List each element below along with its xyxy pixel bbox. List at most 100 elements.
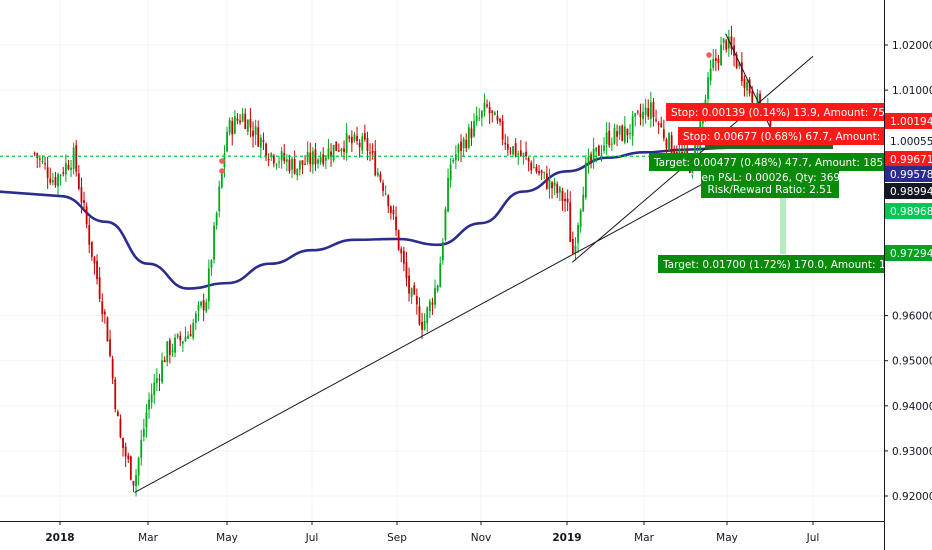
price-axis-bg[interactable] [884, 0, 932, 550]
candle-body [551, 182, 553, 189]
candle-body [327, 148, 330, 159]
price-tag [885, 203, 932, 219]
candle-body [408, 275, 410, 294]
candle-body [135, 475, 137, 487]
candle-body [275, 164, 278, 166]
candle-body [77, 173, 80, 189]
info-box[interactable] [701, 170, 839, 198]
y-tick-label: 0.92000 [892, 491, 932, 503]
candle-body [452, 159, 455, 162]
alert-marker-icon[interactable] [219, 168, 225, 174]
candle-body [187, 335, 189, 339]
candle-body [545, 173, 548, 189]
candle-body [428, 301, 431, 312]
candle-body [696, 144, 699, 147]
candle-body [597, 145, 600, 156]
candle-body [616, 131, 618, 137]
candle-body [543, 171, 546, 173]
candle-body [660, 123, 663, 128]
candle-body [548, 179, 551, 189]
stop-label: Stop: 0.00139 (0.14%) 13.9, Amount: 750 [671, 107, 892, 119]
candle-body [171, 350, 174, 353]
candle-body [363, 133, 366, 140]
candle-body [748, 79, 751, 94]
candle-body [200, 301, 202, 306]
target-box[interactable] [658, 255, 884, 273]
candle-body [389, 206, 392, 213]
candle-body [639, 113, 642, 118]
candle-body [574, 245, 577, 254]
candle-body [116, 411, 119, 417]
stop-box[interactable] [678, 127, 884, 145]
candle-body [239, 120, 241, 123]
candle-body [114, 379, 117, 410]
x-tick-label: 2019 [552, 532, 581, 544]
candle-body [132, 481, 135, 486]
candle-body [194, 313, 197, 323]
candle-body [67, 164, 70, 170]
target-box[interactable] [649, 153, 884, 171]
x-tick-label: Nov [471, 532, 492, 544]
candle-body [655, 119, 657, 121]
alert-marker-icon[interactable] [706, 52, 712, 58]
candle-body [348, 136, 351, 139]
candle-body [293, 159, 296, 174]
candle-body [62, 172, 65, 174]
stop-box[interactable] [666, 103, 884, 121]
trendline[interactable] [134, 182, 706, 493]
candle-body [174, 337, 176, 353]
candle-body [395, 216, 397, 231]
candle-body [657, 123, 660, 125]
candle-body [88, 225, 91, 245]
candle-body [148, 399, 150, 410]
candlestick-layer [33, 25, 772, 497]
candle-body [153, 382, 156, 396]
price-tag [885, 166, 932, 182]
candle-body [610, 143, 613, 145]
candle-body [621, 125, 624, 141]
candle-body [226, 131, 228, 152]
candle-body [530, 162, 533, 171]
candle-body [220, 169, 223, 188]
candle-body [166, 341, 169, 362]
candle-body [751, 91, 754, 103]
candle-body [109, 339, 111, 356]
candle-body [415, 295, 418, 305]
candle-body [241, 113, 244, 122]
candle-body [532, 167, 535, 169]
candle-body [246, 120, 249, 132]
moving-average-line [0, 146, 728, 290]
candle-body [465, 139, 468, 149]
candle-body [631, 116, 634, 136]
candle-body [759, 93, 761, 111]
candle-body [478, 117, 481, 119]
candle-body [296, 168, 299, 176]
candle-body [535, 166, 538, 172]
candle-body [540, 170, 543, 173]
candle-body [714, 58, 717, 61]
time-axis-bg[interactable] [0, 521, 885, 550]
x-tick-label: Jul [305, 532, 319, 544]
candle-body [54, 176, 57, 186]
candle-body [454, 154, 457, 161]
candle-body [441, 242, 444, 261]
candle-body [491, 110, 494, 113]
candle-body [605, 132, 608, 145]
candle-body [213, 225, 215, 260]
position-tool-layer[interactable]: Stop: 0.00139 (0.14%) 13.9, Amount: 750 S… [649, 103, 897, 273]
candle-body [418, 306, 421, 325]
candle-body [332, 145, 335, 161]
candle-body [634, 113, 637, 117]
candle-body [343, 148, 345, 152]
price-tag-label: 0.99671 [890, 154, 932, 166]
candle-body [33, 152, 36, 154]
y-tick-label: 0.93000 [892, 446, 932, 458]
alert-marker-icon[interactable] [219, 158, 225, 164]
candle-body [483, 102, 486, 112]
y-tick-label: 1.02000 [892, 40, 932, 52]
candle-body [431, 302, 434, 305]
candle-body [652, 102, 655, 118]
price-tag-label: 0.98968 [890, 206, 932, 218]
candle-body [603, 145, 605, 151]
